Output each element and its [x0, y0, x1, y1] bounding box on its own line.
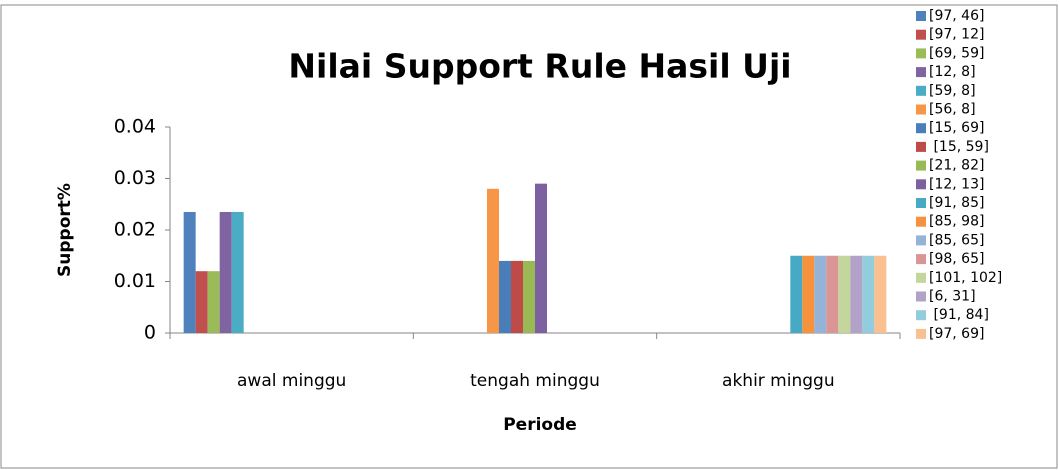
legend-label: [97, 46] [929, 8, 984, 24]
x-tick-label: tengah minggu [470, 371, 600, 391]
legend-swatch [916, 216, 926, 227]
legend-swatch [916, 235, 926, 246]
legend-label: [21, 82] [929, 158, 984, 174]
legend-label: [6, 31] [929, 289, 976, 305]
bar [535, 183, 547, 333]
legend-label: [56, 8] [929, 102, 976, 118]
legend-swatch [916, 179, 926, 190]
bar [183, 211, 196, 333]
x-axis-title: Periode [503, 415, 577, 435]
y-tick-label: 0.03 [114, 167, 156, 189]
legend-swatch [916, 85, 926, 96]
legend-swatch [916, 48, 926, 59]
bar [219, 211, 232, 333]
chart-border [0, 4, 1058, 469]
bar [231, 211, 244, 333]
y-tick-label: 0.02 [114, 219, 156, 241]
legend-swatch [916, 198, 926, 208]
bar [862, 255, 875, 333]
bar [838, 255, 851, 333]
legend-swatch [916, 272, 926, 283]
legend-label: [15, 69] [929, 120, 984, 136]
x-tick-label: akhir minggu [722, 371, 835, 391]
bar [874, 255, 887, 333]
legend-label: [97, 12] [929, 27, 984, 43]
bar [814, 255, 827, 333]
legend-swatch [916, 104, 926, 115]
bar [802, 255, 815, 333]
legend-swatch [916, 123, 926, 134]
legend-label: [91, 84] [929, 307, 989, 323]
legend-label: [101, 102] [929, 270, 1002, 286]
x-tick-label: awal minggu [237, 371, 346, 391]
legend-label: [12, 8] [929, 64, 976, 80]
bar [523, 260, 535, 333]
y-axis-title: Support% [55, 183, 75, 277]
legend-swatch [916, 160, 926, 171]
legend-swatch [916, 328, 926, 339]
bar [850, 255, 863, 333]
bar [207, 271, 220, 333]
legend-swatch [916, 11, 926, 21]
legend-swatch [916, 254, 926, 265]
legend-label: [97, 69] [929, 326, 984, 342]
bar [499, 260, 511, 333]
y-tick-label: 0.01 [114, 270, 156, 292]
legend-swatch [916, 67, 926, 78]
bar [790, 255, 803, 333]
legend-label: [85, 98] [929, 214, 984, 230]
legend-label: [12, 13] [929, 176, 984, 192]
legend-label: [69, 59] [929, 45, 984, 61]
legend-label: [91, 85] [929, 195, 984, 211]
legend-label: [59, 8] [929, 83, 976, 99]
legend-swatch [916, 141, 926, 152]
legend-label: [98, 65] [929, 251, 984, 267]
bar [195, 271, 208, 333]
legend-swatch [916, 310, 926, 321]
legend-label: [85, 65] [929, 232, 984, 248]
y-tick-label: 0.04 [114, 116, 156, 138]
bar [826, 255, 839, 333]
legend-swatch [916, 29, 926, 40]
legend-swatch [916, 291, 926, 302]
bar [511, 260, 523, 333]
chart-title: Nilai Support Rule Hasil Uji [288, 47, 791, 86]
bar [487, 188, 499, 333]
legend-label: [15, 59] [929, 139, 989, 155]
y-tick-label: 0 [144, 322, 156, 344]
